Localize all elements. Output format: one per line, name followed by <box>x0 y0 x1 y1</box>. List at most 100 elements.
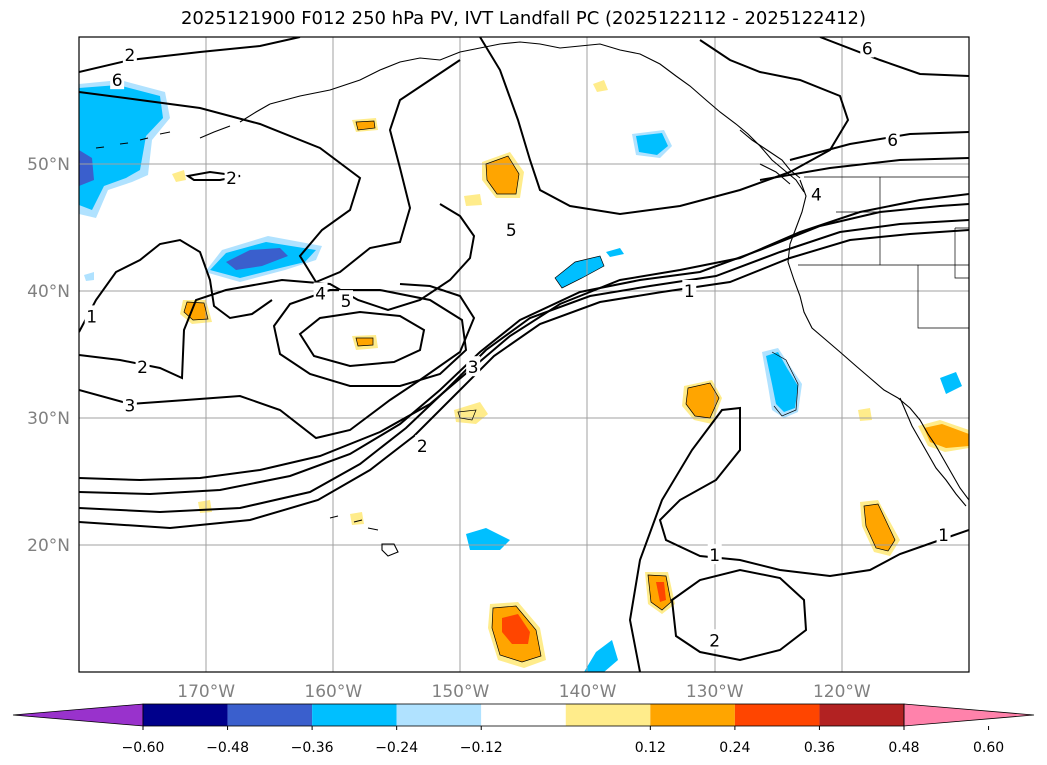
colorbar-segment <box>650 704 735 726</box>
contour-label: 5 <box>341 292 352 312</box>
outline-orange-5 <box>685 382 720 419</box>
shade-blue-mid-patch <box>555 256 604 288</box>
colorbar-tick-label: −0.24 <box>375 740 418 756</box>
contour-north-1 <box>79 37 301 73</box>
contour-label: 4 <box>315 285 326 305</box>
contour-east-6 <box>789 131 969 161</box>
colorbar-segment <box>227 704 313 726</box>
alaska-peninsula <box>199 103 271 139</box>
colorbar-outline <box>142 703 905 727</box>
shade-blue-bottom-patch <box>584 640 618 672</box>
lat-label: 40°N <box>27 282 70 302</box>
contour-label-halo <box>682 280 697 300</box>
contour-label-halo <box>122 43 137 64</box>
shade-blue-gulf-patch-inner <box>636 133 668 155</box>
contour-label: 2 <box>226 169 237 189</box>
contour-label-halo <box>110 69 125 90</box>
outline-orange-9 <box>491 605 542 663</box>
shade-orange-2 <box>356 121 375 130</box>
shade-yellow-dot-2 <box>172 170 186 182</box>
contour-east-north <box>759 157 969 181</box>
contour-label-halo <box>466 356 481 377</box>
borders <box>798 176 969 329</box>
lat-label: 30°N <box>27 409 70 429</box>
contour-label: 6 <box>862 39 873 59</box>
contour-label: 1 <box>938 526 949 546</box>
lat-label: 20°N <box>27 536 70 556</box>
shade-orange-5 <box>686 383 719 418</box>
gridlines <box>79 37 969 672</box>
contour-label-halo <box>707 629 722 650</box>
contour-jet-1 <box>79 193 969 482</box>
contour-label: 2 <box>709 631 720 651</box>
longitude-labels: 170°W 160°W 150°W 140°W 130°W 120°W <box>177 682 871 702</box>
contour-label-halo <box>504 219 519 240</box>
latitude-labels: 20°N 30°N 40°N 50°N <box>27 155 70 556</box>
shade-red-10 <box>656 582 666 602</box>
shade-yellow-dot-5 <box>858 408 872 421</box>
shade-yellow-dot-3 <box>198 500 212 513</box>
shade-yellow-dot-4 <box>350 512 364 525</box>
colorbar-tick-label: −0.36 <box>291 740 334 756</box>
contour-west-3 <box>79 283 476 440</box>
contour-label: 1 <box>709 546 720 566</box>
pc-outlines <box>183 120 896 663</box>
shade-red-9 <box>502 614 530 644</box>
colorbar-segment <box>819 704 904 726</box>
contour-label-halo <box>809 183 824 204</box>
lon-label: 120°W <box>813 682 871 702</box>
contour-label-halo <box>885 128 900 149</box>
colorbar: −0.60 −0.48 −0.36 −0.24 −0.12 0.12 0.24 0.36 0.4… <box>12 703 1035 756</box>
contour-label-halo <box>84 305 99 326</box>
contour-label: 1 <box>86 307 97 327</box>
colorbar-tick-label: −0.60 <box>122 740 165 756</box>
lon-label: 160°W <box>304 682 362 702</box>
contour-jet-2 <box>79 203 969 496</box>
contour-label: 5 <box>506 221 517 241</box>
contour-west-2 <box>79 203 476 380</box>
aleutian-islands <box>95 131 171 149</box>
contour-ring-5 <box>298 310 426 368</box>
shade-orange-8 <box>864 504 895 551</box>
outline-orange-3 <box>183 301 209 321</box>
contour-label: 4 <box>811 185 822 205</box>
coastlines <box>95 41 969 557</box>
lon-label: 140°W <box>559 682 617 702</box>
shade-yellow-dot-6 <box>464 194 482 206</box>
colorbar-tick-label: 0.48 <box>888 740 919 756</box>
colorbar-segment <box>565 704 651 726</box>
outline-orange-1 <box>485 155 520 195</box>
contour-south-2 <box>670 568 808 662</box>
colorbar-tick-label: 0.24 <box>719 740 750 756</box>
contour-label: 6 <box>887 131 898 151</box>
outline-blue-mid <box>554 255 605 289</box>
shade-yellow-dot-1 <box>593 80 608 92</box>
contour-label-halo <box>135 356 150 377</box>
contour-south-1 <box>628 406 969 672</box>
outline-orange-4 <box>355 337 374 347</box>
contour-label-halo <box>415 434 430 455</box>
lat-label: 50°N <box>27 155 70 175</box>
us-west-coast <box>787 179 969 501</box>
outline-orange-8 <box>863 503 896 552</box>
contour-label: 2 <box>137 358 148 378</box>
contour-label: 3 <box>468 358 479 378</box>
contour-west-1 <box>79 238 273 333</box>
contour-label-halo <box>860 37 875 58</box>
shade-blue-dot-1 <box>606 248 624 257</box>
outline-blue-east <box>771 351 799 417</box>
contour-label-halo <box>122 394 137 415</box>
pc-shading <box>79 80 969 672</box>
colorbar-extend-high <box>903 703 1035 727</box>
contour-gulf-5 <box>479 37 850 216</box>
contour-ne-6 <box>819 37 969 77</box>
colorbar-segment <box>396 704 482 726</box>
shade-blue-nw <box>79 85 163 210</box>
map-title: 2025121900 F012 250 hPa PV, IVT Landfall… <box>180 8 867 29</box>
colorbar-extend-low <box>12 703 144 727</box>
colorbar-segment <box>312 704 397 726</box>
contour-label: 1 <box>684 282 695 302</box>
contour-label: 2 <box>417 437 428 457</box>
colorbar-tick-label: 0.36 <box>804 740 835 756</box>
